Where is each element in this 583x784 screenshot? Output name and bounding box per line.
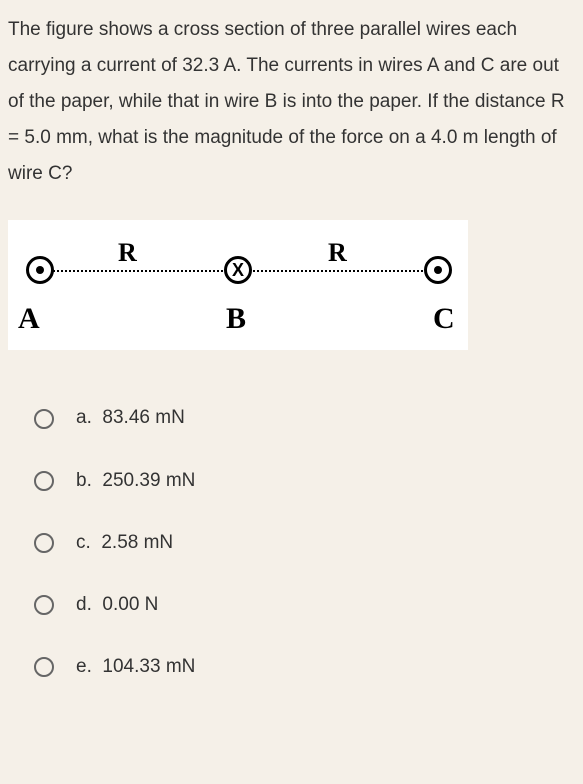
wire-b-icon [224,256,252,284]
wire-label-a: A [18,290,40,347]
option-e[interactable]: e. 104.33 mN [34,649,575,685]
option-label: c. 2.58 mN [76,525,173,561]
question-text: The figure shows a cross section of thre… [8,12,575,192]
wire-diagram: R R A B C [8,220,468,350]
radio-icon [34,657,54,677]
wire-a-icon [26,256,54,284]
radio-icon [34,595,54,615]
option-b[interactable]: b. 250.39 mN [34,463,575,499]
option-c[interactable]: c. 2.58 mN [34,525,575,561]
radio-icon [34,533,54,553]
distance-label-r2: R [328,228,347,277]
option-label: b. 250.39 mN [76,463,195,499]
option-d[interactable]: d. 0.00 N [34,587,575,623]
option-label: a. 83.46 mN [76,400,185,436]
radio-icon [34,409,54,429]
wire-label-b: B [226,290,246,347]
option-label: d. 0.00 N [76,587,158,623]
answer-options: a. 83.46 mN b. 250.39 mN c. 2.58 mN d. 0… [34,400,575,684]
option-label: e. 104.33 mN [76,649,195,685]
option-a[interactable]: a. 83.46 mN [34,400,575,436]
distance-label-r1: R [118,228,137,277]
radio-icon [34,471,54,491]
wire-label-c: C [433,290,455,347]
wire-c-icon [424,256,452,284]
